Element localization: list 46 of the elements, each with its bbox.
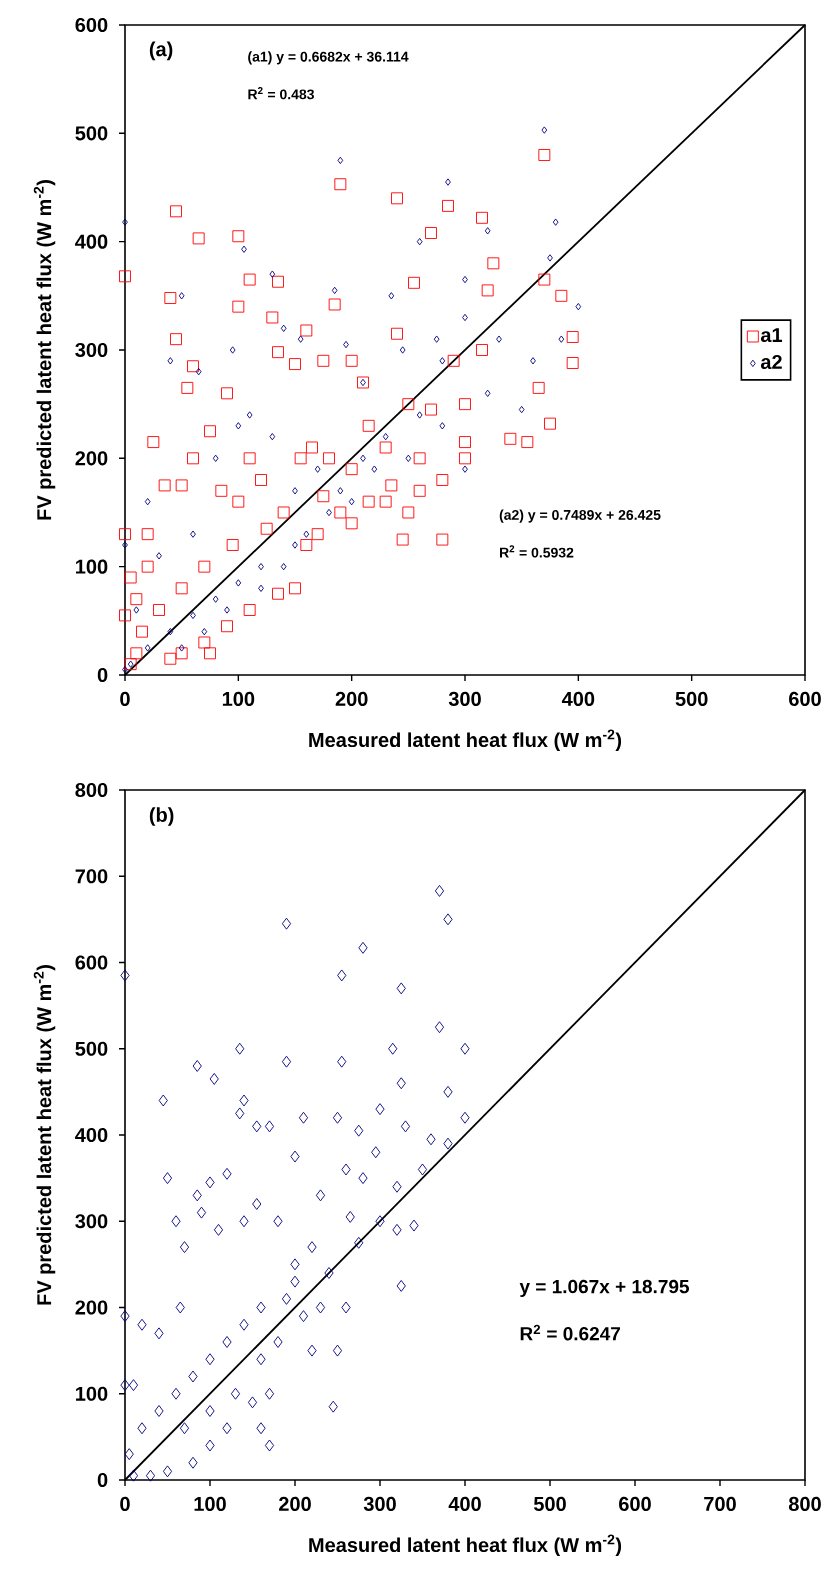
y-tick-label: 300: [75, 1214, 108, 1229]
x-tick-label: 400: [448, 1496, 481, 1512]
y-tick-label: 0: [97, 667, 108, 683]
x-tick-label: 0: [120, 1496, 130, 1512]
annotation: y = 1.067x + 18.795: [519, 1279, 690, 1298]
x-tick-label: 400: [561, 691, 595, 707]
legend-label: a2: [760, 354, 782, 370]
y-tick-label: 600: [75, 17, 108, 33]
text: (b): [149, 807, 174, 826]
y-tick-label: 100: [76, 1386, 108, 1401]
x-axis-title: Measured latent heat flux (W m$^{-2}$): [309, 1534, 622, 1557]
x-tick-label: 600: [789, 691, 821, 707]
x-tick-label: 500: [675, 691, 708, 707]
y-tick-label: 200: [75, 1300, 108, 1315]
y-tick-label: 400: [75, 1127, 108, 1143]
legend-label: a1: [760, 328, 783, 343]
y-axis-title: FV predicted latent heat flux (W m$^{-2}$): [33, 180, 56, 520]
y-tick-label: 0: [97, 1472, 108, 1488]
x-tick-label: 100: [222, 691, 255, 707]
annotation: R$^{2}$ = 0.5932: [500, 545, 574, 558]
annotation: R$^{2}$ = 0.6247: [520, 1324, 620, 1341]
y-tick-label: 300: [75, 342, 108, 358]
x-tick-label: 700: [704, 1496, 736, 1512]
x-tick-label: 100: [194, 1496, 226, 1512]
y-tick-label: 800: [75, 782, 108, 798]
y-axis-title: FV predicted latent heat flux (W m$^{-2}$): [33, 965, 56, 1305]
y-tick-label: 600: [75, 955, 108, 970]
y-tick-label: 100: [76, 559, 108, 574]
annotation: (a1) y = 0.6682x + 36.114: [248, 51, 409, 65]
x-tick-label: 300: [363, 1496, 396, 1512]
annotation: (a2) y = 0.7489x + 26.425: [499, 509, 661, 523]
y-tick-label: 400: [75, 234, 108, 249]
x-tick-label: 800: [788, 1496, 821, 1512]
x-tick-label: 600: [619, 1496, 651, 1512]
x-tick-label: 300: [448, 691, 481, 707]
annotation: R$^{2}$ = 0.483: [248, 87, 314, 100]
x-tick-label: 500: [533, 1496, 566, 1512]
x-axis-title: Measured latent heat flux (W m$^{-2}$): [309, 729, 622, 752]
x-tick-label: 200: [335, 691, 368, 707]
y-tick-label: 500: [75, 1041, 108, 1056]
x-tick-label: 0: [120, 691, 130, 707]
text: (a): [149, 41, 173, 61]
y-tick-label: 500: [75, 126, 108, 141]
x-tick-label: 200: [279, 1496, 311, 1512]
y-tick-label: 700: [75, 869, 108, 884]
y-tick-label: 200: [75, 451, 108, 466]
